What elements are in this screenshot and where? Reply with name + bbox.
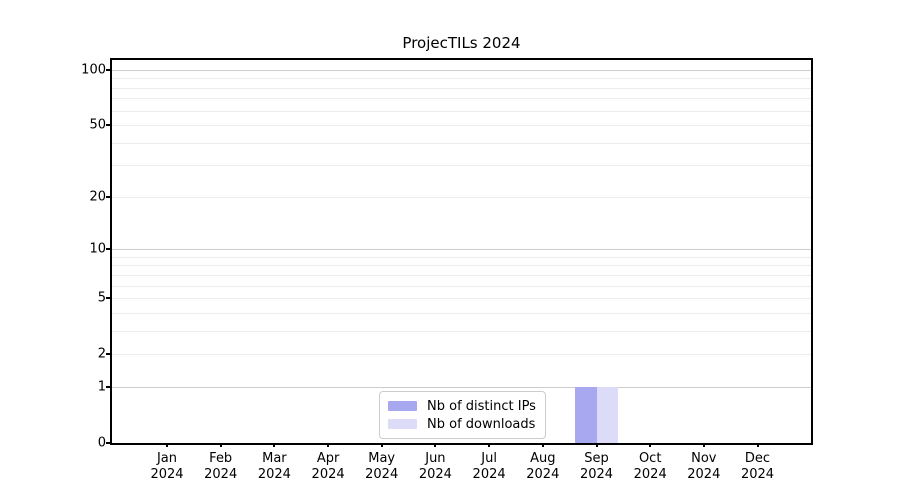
minor-gridline (112, 330, 811, 332)
legend-swatch (388, 419, 417, 429)
minor-gridline (112, 312, 811, 314)
plot-area: 100 50 20 10 5 2 1 0 Jan 2024 Feb 2024 Mar 2024 Apr 20… (81, 58, 813, 482)
y-tick-mark (106, 297, 110, 300)
minor-gridline (112, 78, 811, 80)
bar-downloads (596, 386, 618, 443)
minor-gridline (112, 256, 811, 258)
x-tick-label: May 2024 (347, 451, 417, 482)
bar-distinct-ips (575, 386, 597, 443)
x-tick-month: Aug (530, 451, 556, 466)
y-tick-mark (106, 442, 110, 444)
minor-gridline (112, 298, 811, 300)
minor-gridline (112, 98, 811, 100)
y-tick-label: 2 (97, 346, 106, 362)
x-tick-label: Jul 2024 (454, 451, 524, 482)
y-tick-mark (106, 248, 110, 251)
x-tick-mark (595, 443, 598, 447)
minor-gridline (112, 285, 811, 287)
legend: Nb of distinct IPs Nb of downloads (379, 391, 546, 439)
x-tick-label: Oct 2024 (615, 451, 685, 482)
y-tick-label: 50 (89, 117, 106, 133)
x-tick-mark (756, 443, 759, 447)
minor-gridline (112, 274, 811, 276)
x-tick-mark (273, 443, 276, 447)
x-tick-label: Mar 2024 (239, 451, 309, 482)
x-tick-year: 2024 (365, 466, 399, 482)
y-tick-label: 5 (97, 290, 106, 306)
y-tick-mark (106, 68, 110, 71)
x-tick-mark (488, 443, 491, 447)
x-tick-mark (702, 443, 705, 447)
x-tick-month: Sep (584, 451, 609, 466)
x-tick-month: Jan (156, 451, 178, 466)
x-tick-year: 2024 (526, 466, 560, 482)
y-tick-label: 1 (97, 379, 106, 395)
major-gridline (112, 249, 811, 251)
x-tick-label: Feb 2024 (186, 451, 256, 482)
minor-gridline (112, 354, 811, 356)
x-tick-month: May (368, 451, 396, 466)
x-tick-mark (649, 443, 652, 447)
x-tick-month: Feb (209, 451, 233, 466)
x-tick-year: 2024 (472, 466, 506, 482)
minor-gridline (112, 196, 811, 198)
x-tick-mark (219, 443, 222, 447)
legend-entry: Nb of downloads (388, 415, 536, 433)
x-tick-month: Mar (262, 451, 287, 466)
legend-swatch (388, 401, 417, 411)
x-tick-month: Dec (744, 451, 771, 466)
x-tick-year: 2024 (257, 466, 291, 482)
x-tick-year: 2024 (311, 466, 345, 482)
minor-gridline (112, 142, 811, 144)
x-tick-label: Sep 2024 (562, 451, 632, 482)
x-tick-year: 2024 (740, 466, 775, 482)
x-tick-month: Oct (638, 451, 662, 466)
y-tick-label: 0 (97, 435, 106, 451)
x-tick-year: 2024 (633, 466, 667, 482)
minor-gridline (112, 165, 811, 167)
legend-label: Nb of downloads (427, 416, 536, 432)
minor-gridline (112, 125, 811, 126)
major-gridline (112, 69, 811, 71)
minor-gridline (112, 110, 811, 112)
y-tick-mark (106, 195, 110, 198)
x-tick-mark (327, 443, 330, 447)
x-tick-label: Jan 2024 (132, 451, 202, 482)
y-tick-mark (106, 385, 110, 388)
x-tick-label: Apr 2024 (293, 451, 363, 482)
legend-entry: Nb of distinct IPs (388, 397, 536, 415)
x-tick-label: Jun 2024 (400, 451, 470, 482)
x-tick-mark (380, 443, 383, 447)
x-tick-label: Nov 2024 (669, 451, 739, 482)
x-tick-label: Aug 2024 (508, 451, 578, 482)
x-tick-month: Apr (316, 451, 340, 466)
x-tick-year: 2024 (150, 466, 184, 482)
minor-gridline (112, 265, 811, 267)
y-tick-mark (106, 353, 110, 356)
y-tick-label: 100 (81, 62, 106, 78)
x-tick-month: Jun (425, 451, 446, 466)
x-tick-year: 2024 (204, 466, 238, 482)
y-tick-mark (106, 124, 110, 126)
x-tick-mark (166, 443, 168, 447)
x-tick-year: 2024 (687, 466, 721, 482)
y-tick-label: 20 (89, 189, 106, 205)
legend-label: Nb of distinct IPs (427, 398, 536, 414)
y-tick-label: 10 (89, 241, 106, 257)
chart-title: ProjecTILs 2024 (402, 34, 521, 52)
x-tick-year: 2024 (418, 466, 452, 482)
x-tick-month: Nov (691, 451, 717, 466)
x-tick-month: Jul (481, 451, 497, 466)
minor-gridline (112, 87, 811, 89)
major-gridline (112, 386, 811, 388)
x-tick-mark (434, 443, 437, 447)
x-tick-label: Dec 2024 (723, 451, 793, 482)
x-tick-year: 2024 (579, 466, 614, 482)
x-tick-mark (541, 443, 544, 447)
